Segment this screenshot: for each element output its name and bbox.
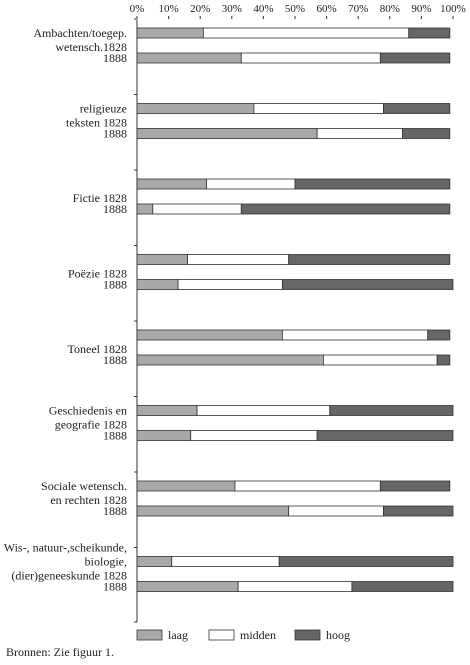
bar-segment-midden [152, 203, 242, 215]
bar-segment-midden [288, 505, 384, 517]
legend-label-midden: midden [240, 628, 276, 642]
bar-segment-hoog [402, 128, 451, 139]
bar-segment-midden [190, 430, 318, 441]
bar-segment-midden [171, 556, 280, 567]
bar-year-label: 1888 [103, 51, 127, 65]
bar-segment-laag [136, 480, 236, 492]
bar-segment-hoog [379, 480, 451, 492]
bar-year-label: 1888 [103, 127, 127, 141]
bar-segment-hoog [379, 52, 451, 64]
bar-segment-midden [240, 52, 381, 64]
bar-segment-hoog [281, 279, 454, 290]
bar-segment-midden [316, 128, 403, 139]
bar-year-label: 1888 [103, 353, 127, 367]
bar-segment-hoog [383, 505, 454, 517]
bar-segment-laag [136, 128, 318, 139]
bar-segment-hoog [427, 329, 451, 341]
bar-segment-laag [136, 329, 283, 341]
bar-segment-laag [136, 27, 204, 39]
bar-segment-hoog [351, 581, 454, 592]
category-label: Wis-, natuur-,scheikunde, [4, 541, 127, 555]
bar-segment-midden [177, 279, 283, 290]
bar-year-label: 1888 [103, 504, 127, 518]
category-label: geografie 1828 [55, 418, 127, 432]
legend-label-laag: laag [168, 628, 188, 642]
bar-year-label: 1888 [103, 580, 127, 594]
bar-segment-laag [136, 178, 207, 190]
bar-segment-hoog [329, 405, 454, 416]
x-tick-label: 10% [159, 3, 179, 15]
source-note: Bronnen: Zie figuur 1. [6, 645, 114, 659]
bar-segment-laag [136, 52, 242, 64]
category-label: wetensch.1828 [55, 40, 127, 54]
legend-swatch-laag [136, 629, 163, 641]
bar-segment-midden [237, 581, 353, 592]
category-label: Fictie 1828 [73, 191, 127, 205]
x-tick-label: 70% [348, 3, 368, 15]
bar-segment-hoog [278, 556, 454, 567]
x-tick-label: 30% [222, 3, 242, 15]
bar-segment-laag [136, 505, 290, 517]
category-label: religieuze [80, 102, 127, 116]
bar-segment-hoog [240, 203, 451, 215]
category-label: Ambachten/toegep. [33, 26, 127, 40]
category-label: Poëzie 1828 [68, 267, 127, 281]
legend-swatch-midden [208, 629, 235, 641]
bar-segment-midden [206, 178, 296, 190]
legend-swatch-hoog [294, 629, 321, 641]
x-tick-label: 40% [253, 3, 273, 15]
bar-segment-midden [202, 27, 410, 39]
bar-segment-laag [136, 581, 239, 592]
x-tick-label: 100% [440, 3, 466, 15]
x-tick-label: 80% [380, 3, 400, 15]
bar-segment-laag [136, 354, 324, 366]
x-tick-label: 90% [411, 3, 431, 15]
bar-segment-midden [253, 103, 384, 114]
category-label: biologie, [85, 555, 127, 569]
bar-segment-hoog [294, 178, 451, 190]
category-label: Toneel 1828 [68, 342, 127, 356]
bar-segment-laag [136, 430, 192, 441]
x-tick-label: 0% [130, 3, 145, 15]
legend-label-hoog: hoog [326, 628, 350, 642]
bar-segment-midden [323, 354, 438, 366]
bar-segment-laag [136, 405, 198, 416]
bar-segment-laag [136, 279, 179, 290]
bar-segment-hoog [288, 254, 451, 265]
bar-segment-hoog [436, 354, 451, 366]
bar-segment-midden [196, 405, 331, 416]
bar-segment-laag [136, 556, 173, 567]
x-tick-label: 50% [285, 3, 305, 15]
bar-segment-laag [136, 254, 188, 265]
x-tick-label: 60% [317, 3, 337, 15]
bar-segment-midden [281, 329, 429, 341]
bar-year-label: 1888 [103, 429, 127, 443]
category-label: Sociale wetensch. [41, 479, 127, 493]
bar-segment-hoog [383, 103, 451, 114]
bar-segment-midden [187, 254, 290, 265]
bar-segment-laag [136, 103, 255, 114]
bar-segment-midden [234, 480, 381, 492]
x-tick-label: 20% [190, 3, 210, 15]
category-label: (dier)geneeskunde 1828 [11, 569, 127, 583]
category-label: en rechten 1828 [50, 493, 127, 507]
category-label: teksten 1828 [66, 116, 127, 130]
bar-year-label: 1888 [103, 278, 127, 292]
bar-segment-hoog [408, 27, 451, 39]
bar-year-label: 1888 [103, 202, 127, 216]
category-label: Geschiedenis en [49, 404, 127, 418]
bar-segment-hoog [316, 430, 454, 441]
bar-segment-laag [136, 203, 154, 215]
